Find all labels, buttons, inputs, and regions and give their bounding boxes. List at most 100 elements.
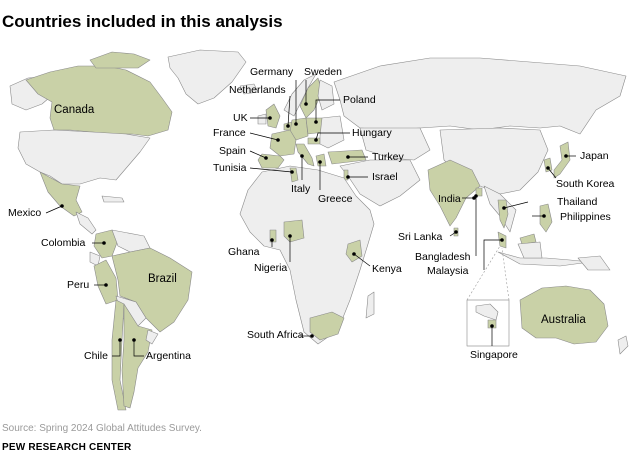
label-australia: Australia <box>541 314 586 326</box>
label-italy: Italy <box>291 183 311 195</box>
dot-peru <box>104 283 108 287</box>
label-peru: Peru <box>67 279 90 291</box>
source-note: Source: Spring 2024 Global Attitudes Sur… <box>2 423 202 434</box>
dot-sweden <box>304 102 308 106</box>
dot-colombia <box>102 241 106 245</box>
dot-singapore <box>490 324 494 328</box>
label-brazil: Brazil <box>148 273 177 285</box>
label-nigeria: Nigeria <box>254 262 288 274</box>
country-philippines <box>539 203 553 233</box>
dot-chile <box>118 338 122 342</box>
label-malaysia: Malaysia <box>427 265 469 277</box>
dot-poland <box>314 120 318 124</box>
leader-netherlands <box>287 95 291 127</box>
landmass-venezuela <box>111 229 151 253</box>
dot-south-korea <box>546 166 550 170</box>
country-south-africa <box>309 311 345 341</box>
country-kenya <box>345 239 363 263</box>
dot-turkey <box>346 155 350 159</box>
dot-tunisia <box>290 170 294 174</box>
landmass-russia <box>333 57 627 135</box>
country-mexico <box>39 171 83 217</box>
label-france: France <box>213 127 246 139</box>
leader-chile <box>112 340 121 357</box>
landmass-borneo <box>517 241 543 259</box>
country-australia <box>519 285 609 345</box>
label-argentina: Argentina <box>146 350 191 362</box>
label-south-korea: South Korea <box>556 178 615 190</box>
landmass-new-zealand <box>617 335 629 355</box>
landmass-ireland <box>257 113 267 125</box>
dot-italy <box>300 154 304 158</box>
dot-argentina <box>132 338 136 342</box>
country-malaysia-borneo <box>519 233 537 245</box>
dot-sri-lanka <box>454 230 458 234</box>
label-spain: Spain <box>219 145 246 157</box>
leader-hungary <box>315 132 350 141</box>
label-india: India <box>438 193 461 205</box>
leader-tunisia <box>249 167 293 173</box>
label-sri-lanka: Sri Lanka <box>398 231 443 243</box>
leader-kenya <box>353 253 371 267</box>
dot-hungary <box>314 138 318 142</box>
landmass-iceland <box>239 83 259 95</box>
dot-mexico <box>60 204 64 208</box>
dot-bangladesh <box>474 194 478 198</box>
label-south-africa: South Africa <box>247 329 304 341</box>
label-japan: Japan <box>580 150 609 162</box>
dot-uk <box>268 116 272 120</box>
label-tunisia: Tunisia <box>213 162 247 174</box>
landmass-uruguay <box>145 329 159 345</box>
label-thailand: Thailand <box>557 196 598 208</box>
country-south-korea <box>543 157 553 173</box>
country-uk <box>265 103 281 129</box>
dot-thailand <box>502 206 506 210</box>
dot-malaysia <box>500 238 504 242</box>
landmass-usa <box>17 129 151 185</box>
landmass-norway <box>283 73 317 117</box>
leader-south-korea <box>547 167 557 179</box>
dot-germany <box>294 122 298 126</box>
dot-spain <box>264 156 268 160</box>
label-ghana: Ghana <box>228 246 260 258</box>
label-uk: UK <box>233 112 248 124</box>
landmass-arctic-islands <box>89 51 151 69</box>
country-chile <box>111 299 127 411</box>
label-mexico: Mexico <box>8 207 42 219</box>
page-title: Countries included in this analysis <box>2 12 283 31</box>
label-kenya: Kenya <box>372 263 402 275</box>
country-hungary <box>307 137 321 145</box>
landmass-central-america <box>75 211 97 235</box>
label-chile: Chile <box>84 350 108 362</box>
country-india <box>427 159 481 227</box>
leader-spain <box>249 150 267 159</box>
dot-ghana <box>270 238 274 242</box>
country-singapore <box>487 319 497 329</box>
label-greece: Greece <box>318 193 353 205</box>
label-turkey: Turkey <box>372 151 404 163</box>
country-nigeria <box>283 219 305 243</box>
label-canada: Canada <box>54 104 95 116</box>
label-philippines: Philippines <box>560 211 611 223</box>
label-singapore: Singapore <box>470 349 518 361</box>
country-greece <box>315 153 327 167</box>
label-bangladesh: Bangladesh <box>415 251 471 263</box>
country-italy <box>295 143 315 167</box>
brand-logo-text: PEW RESEARCH CENTER <box>2 442 132 453</box>
leader-malaysia <box>483 239 502 270</box>
dot-kenya <box>352 252 356 256</box>
dot-nigeria <box>288 234 292 238</box>
country-brazil <box>111 247 193 333</box>
dot-greece <box>318 160 322 164</box>
dot-philippines <box>542 214 546 218</box>
inset-connector-left <box>466 245 501 301</box>
landmass-madagascar <box>365 291 375 319</box>
dot-south-africa <box>310 334 314 338</box>
dot-israel <box>346 175 350 179</box>
landmass-finland <box>317 79 335 111</box>
landmass-papua <box>577 255 611 271</box>
dot-netherlands <box>286 124 290 128</box>
country-canada <box>25 65 173 137</box>
dot-france <box>276 138 280 142</box>
inset-connector-right <box>501 247 510 301</box>
